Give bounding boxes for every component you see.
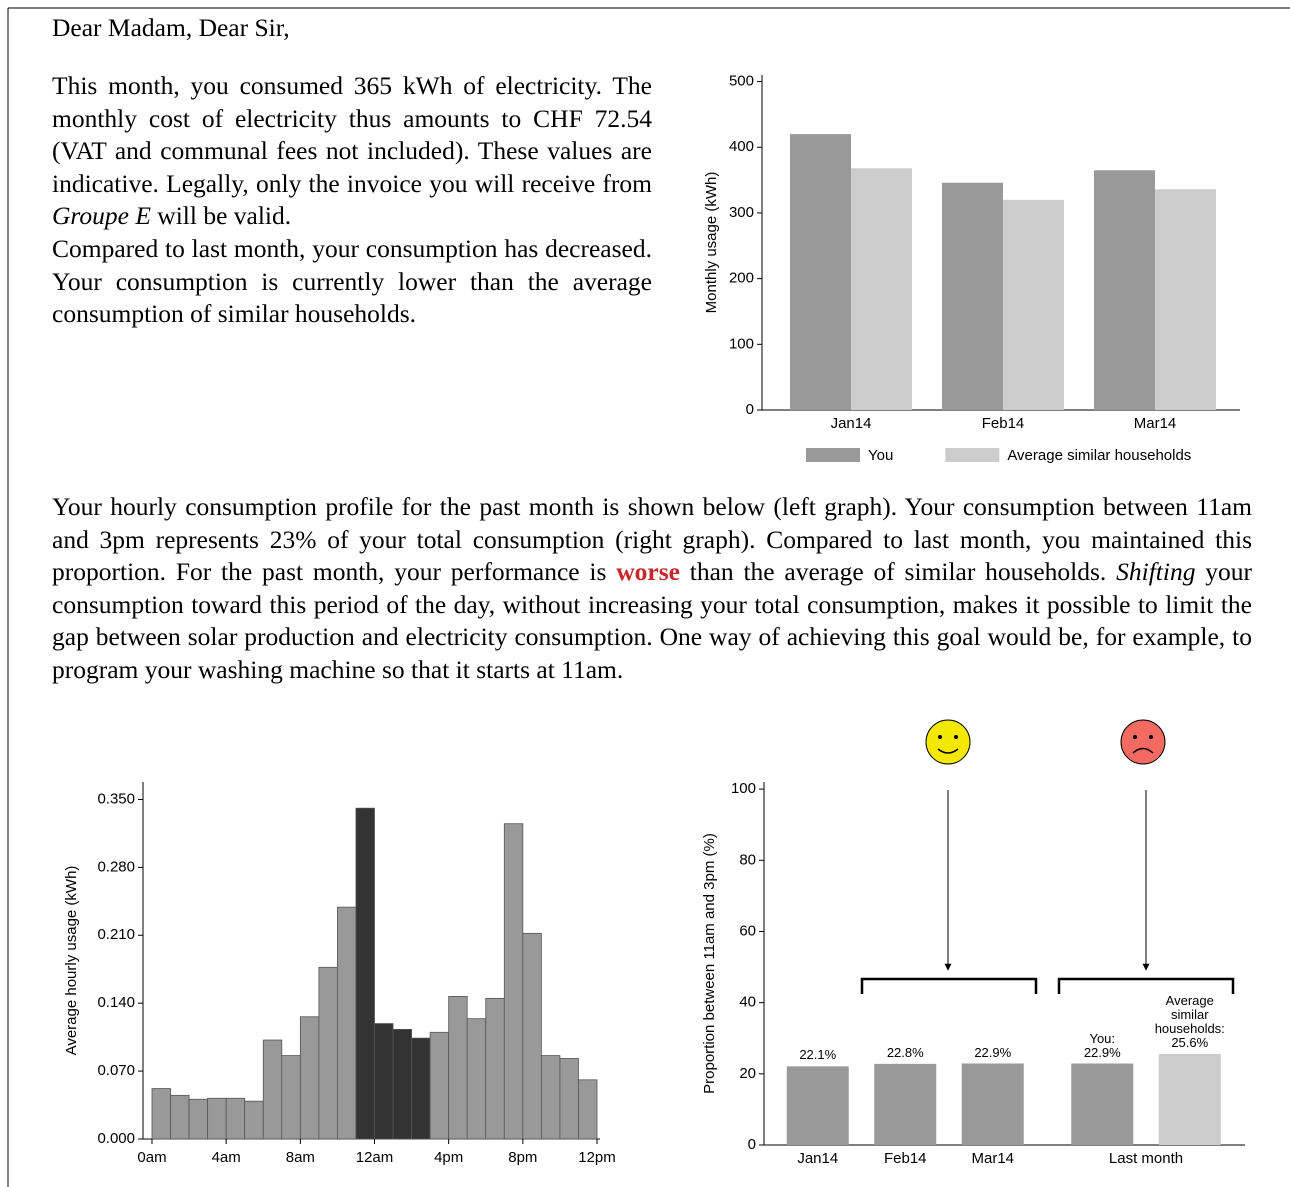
y-tick-label: 0 (746, 401, 754, 418)
bar (1158, 1053, 1221, 1145)
bar (318, 966, 338, 1140)
bar (786, 1066, 849, 1145)
legend-label: You (868, 447, 893, 464)
y-tick-label: 0.140 (97, 994, 135, 1011)
bar (559, 1058, 579, 1140)
bar (1071, 1063, 1134, 1145)
bar (1094, 170, 1155, 410)
bar (961, 1063, 1024, 1145)
bar (374, 1023, 394, 1140)
y-axis-label: Average hourly usage (kWh) (63, 866, 80, 1056)
emphasis: Groupe E (52, 201, 151, 231)
y-tick-label: 20 (739, 1065, 756, 1082)
bar (429, 1031, 450, 1140)
paragraph: Compared to last month, your consumption… (52, 233, 652, 331)
legend-swatch (806, 448, 860, 462)
paragraph: Your hourly consumption profile for the … (52, 491, 1252, 687)
value-label: Average similar households: 25.6% (1154, 992, 1225, 1050)
bar (790, 134, 851, 410)
bar (874, 1063, 937, 1145)
bar (299, 1016, 320, 1140)
bar (851, 168, 912, 410)
sad-face (1120, 719, 1166, 765)
text-run: Compared to last month, your consumption… (52, 233, 652, 329)
bar (355, 807, 375, 1140)
bar (225, 1097, 246, 1140)
x-tick-label: Feb14 (884, 1150, 927, 1167)
text-run: your consumption toward this period of t… (52, 557, 1252, 684)
bar (522, 932, 542, 1140)
text-run: will be valid. (150, 201, 292, 231)
x-tick-label: 4pm (434, 1149, 463, 1166)
x-tick-label: 0am (137, 1149, 166, 1166)
bar (281, 1055, 301, 1140)
y-tick-label: 100 (729, 335, 754, 352)
y-tick-label: 400 (729, 138, 754, 155)
bar (448, 995, 468, 1140)
bar (244, 1100, 264, 1140)
y-tick-label: 300 (729, 204, 754, 221)
bar (578, 1079, 598, 1140)
text-run: This month, you consumed 365 kWh of elec… (52, 71, 652, 198)
intro: This month, you consumed 365 kWh of elec… (52, 70, 652, 331)
emphasis: worse (616, 557, 680, 587)
x-tick-label: 12pm (578, 1149, 616, 1166)
y-tick-label: 40 (739, 994, 756, 1011)
bar (188, 1098, 209, 1140)
bar (540, 1055, 561, 1140)
legend-label: Average similar households (1007, 447, 1191, 464)
bar (151, 1088, 171, 1140)
y-tick-label: 500 (729, 73, 754, 90)
y-tick-label: 0.210 (97, 926, 135, 943)
bar (1003, 199, 1064, 410)
x-tick-label: 4am (212, 1149, 241, 1166)
bar (207, 1097, 227, 1140)
x-tick-label: Feb14 (982, 415, 1025, 432)
y-axis-label: Monthly usage (kWh) (703, 172, 720, 314)
y-tick-label: 0.070 (97, 1062, 135, 1079)
emphasis: Shifting (1116, 557, 1196, 587)
bar (503, 823, 524, 1140)
x-tick-label: 8am (286, 1149, 315, 1166)
x-tick-label: Mar14 (1134, 415, 1177, 432)
bar (392, 1028, 412, 1140)
x-tick-label: Mar14 (971, 1150, 1014, 1167)
happy-face (925, 719, 971, 765)
value-label: 22.9% (974, 1044, 1012, 1060)
legend-swatch (945, 448, 1000, 462)
x-tick-label: 8pm (508, 1149, 537, 1166)
bar (1155, 189, 1216, 410)
bar (942, 182, 1003, 410)
y-tick-label: 100 (731, 780, 756, 797)
y-tick-label: 200 (729, 270, 754, 287)
y-tick-label: 0 (748, 1136, 756, 1153)
bar (466, 1018, 487, 1140)
value-label: You: 22.9% (1083, 1030, 1121, 1060)
x-tick-label: Jan14 (797, 1150, 838, 1167)
text-run: Your hourly consumption profile for the … (52, 492, 1252, 587)
bracket (860, 977, 1038, 994)
text-run: than the average of similar households. (679, 557, 1117, 587)
x-tick-label: Last month (1109, 1150, 1183, 1167)
x-tick-label: Jan14 (831, 415, 872, 432)
paragraph: This month, you consumed 365 kWh of elec… (52, 70, 652, 233)
value-label: 22.1% (799, 1047, 837, 1063)
x-tick-label: 12am (356, 1149, 394, 1166)
bar (337, 906, 357, 1140)
bar (262, 1039, 283, 1140)
bar (411, 1037, 431, 1140)
y-axis-label: Proportion between 11am and 3pm (%) (701, 833, 718, 1094)
y-tick-label: 60 (739, 922, 756, 939)
y-tick-label: 0.000 (97, 1130, 135, 1147)
y-tick-label: 0.280 (97, 858, 135, 875)
bracket (1057, 977, 1235, 994)
bar (170, 1094, 190, 1140)
greeting: Dear Madam, Dear Sir, (52, 13, 290, 42)
bar (485, 997, 505, 1140)
y-tick-label: 0.350 (97, 790, 135, 807)
y-tick-label: 80 (739, 851, 756, 868)
value-label: 22.8% (886, 1044, 924, 1060)
